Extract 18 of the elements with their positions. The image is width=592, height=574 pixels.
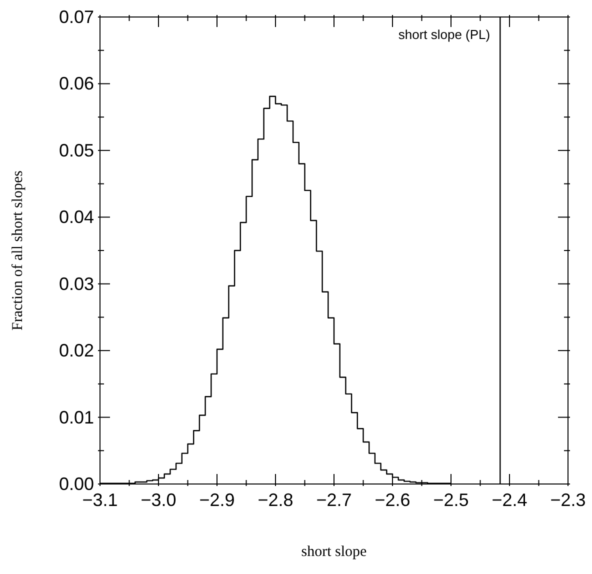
ref-line-label: short slope (PL) bbox=[398, 27, 490, 42]
x-tick-label: −2.4 bbox=[492, 490, 528, 510]
x-tick-label: −2.3 bbox=[550, 490, 586, 510]
y-axis-title: Fraction of all short slopes bbox=[10, 170, 26, 330]
y-tick-label: 0.02 bbox=[58, 340, 94, 361]
y-tick-label: 0.06 bbox=[58, 74, 94, 94]
x-tick-label: −2.7 bbox=[316, 490, 352, 510]
y-tick-label: 0.04 bbox=[58, 207, 94, 228]
y-tick-label: 0.03 bbox=[58, 274, 94, 294]
y-tick-label: 0.07 bbox=[58, 7, 94, 27]
y-tick-label: 0.01 bbox=[58, 407, 94, 428]
x-axis-title: short slope bbox=[301, 544, 368, 560]
x-tick-label: −3.0 bbox=[140, 490, 176, 510]
x-tick-label: −2.8 bbox=[258, 490, 294, 510]
x-tick-label: −2.5 bbox=[433, 490, 469, 510]
x-tick-label: −2.6 bbox=[374, 490, 410, 510]
x-tick-label: −2.9 bbox=[199, 490, 235, 510]
y-tick-label: 0.05 bbox=[58, 140, 94, 160]
